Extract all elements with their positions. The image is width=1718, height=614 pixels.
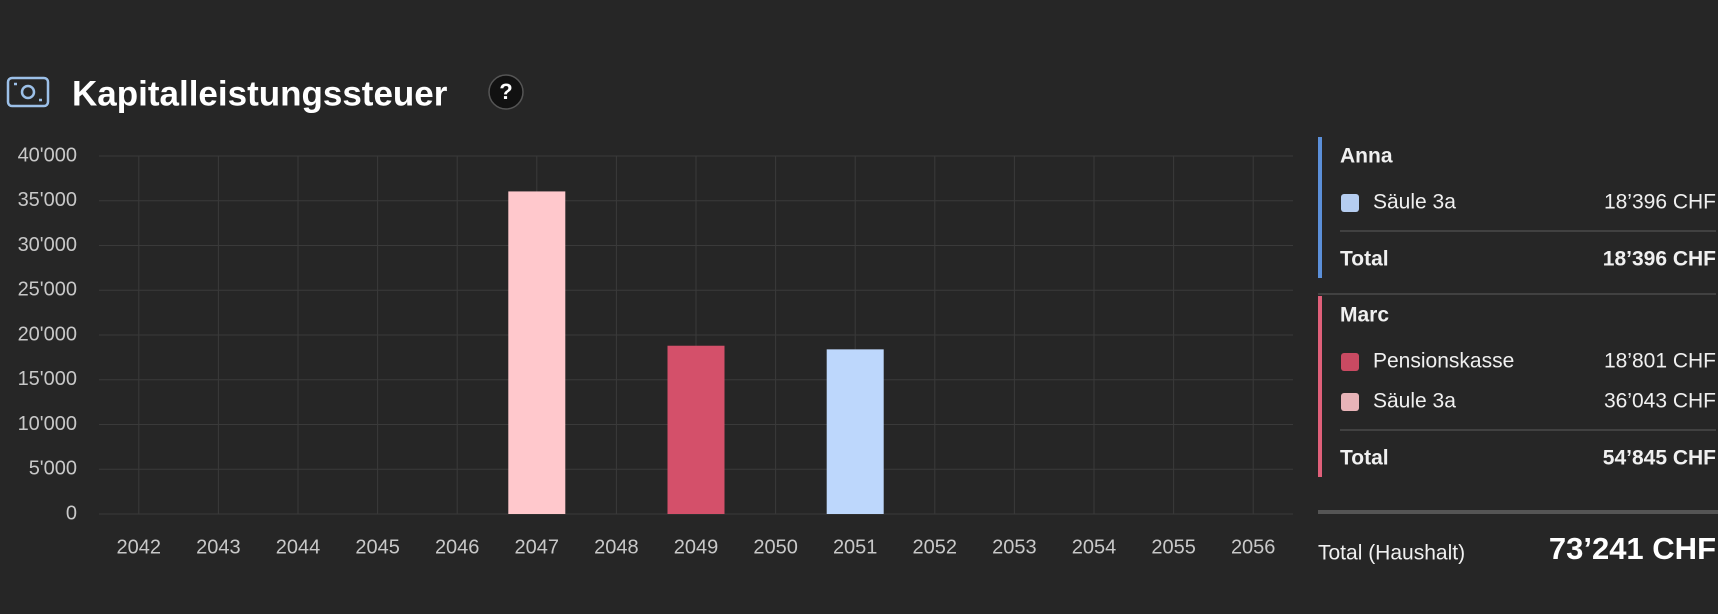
household-label: Total (Haushalt) xyxy=(1318,542,1465,565)
legend-swatch xyxy=(1341,194,1359,212)
bar xyxy=(826,349,884,514)
x-tick-label: 2053 xyxy=(992,536,1037,558)
total-amount: 18’396 CHF xyxy=(1603,248,1716,271)
x-tick-label: 2043 xyxy=(196,536,241,558)
x-tick-label: 2045 xyxy=(355,536,400,558)
x-tick-label: 2050 xyxy=(753,536,798,558)
y-tick-label: 0 xyxy=(66,502,77,524)
x-tick-label: 2042 xyxy=(117,536,162,558)
legend-swatch xyxy=(1341,353,1359,371)
bar xyxy=(667,345,725,514)
item-label: Pensionskasse xyxy=(1373,350,1514,373)
item-amount: 18’396 CHF xyxy=(1604,191,1716,214)
divider xyxy=(1318,510,1718,514)
y-tick-label: 5'000 xyxy=(29,458,77,480)
group-bar xyxy=(1318,296,1322,477)
total-amount: 54’845 CHF xyxy=(1603,447,1716,470)
household-total: 73’241 CHF xyxy=(1549,531,1716,566)
x-tick-label: 2048 xyxy=(594,536,639,558)
y-tick-label: 35'000 xyxy=(18,189,77,211)
group-name: Marc xyxy=(1340,304,1389,327)
y-tick-label: 10'000 xyxy=(18,413,77,435)
x-tick-label: 2056 xyxy=(1231,536,1276,558)
x-tick-label: 2049 xyxy=(674,536,719,558)
y-tick-label: 40'000 xyxy=(18,144,77,166)
item-amount: 36’043 CHF xyxy=(1604,390,1716,413)
group-bar xyxy=(1318,137,1322,278)
item-label: Säule 3a xyxy=(1373,191,1456,214)
y-tick-label: 25'000 xyxy=(18,279,77,301)
y-tick-label: 30'000 xyxy=(18,234,77,256)
total-label: Total xyxy=(1340,248,1389,271)
total-label: Total xyxy=(1340,447,1389,470)
y-tick-label: 20'000 xyxy=(18,323,77,345)
x-tick-label: 2044 xyxy=(276,536,321,558)
item-label: Säule 3a xyxy=(1373,390,1456,413)
page-title: Kapitalleistungssteuer xyxy=(72,74,448,113)
x-tick-label: 2047 xyxy=(515,536,560,558)
help-icon[interactable]: ? xyxy=(499,79,512,104)
money-icon xyxy=(6,76,50,108)
x-tick-label: 2055 xyxy=(1151,536,1196,558)
legend-swatch xyxy=(1341,393,1359,411)
item-amount: 18’801 CHF xyxy=(1604,350,1716,373)
x-tick-label: 2054 xyxy=(1072,536,1117,558)
x-tick-label: 2052 xyxy=(913,536,958,558)
help-button[interactable] xyxy=(488,74,524,110)
x-tick-label: 2046 xyxy=(435,536,480,558)
x-tick-label: 2051 xyxy=(833,536,878,558)
y-tick-label: 15'000 xyxy=(18,368,77,390)
bar xyxy=(508,191,566,514)
group-name: Anna xyxy=(1340,145,1393,168)
